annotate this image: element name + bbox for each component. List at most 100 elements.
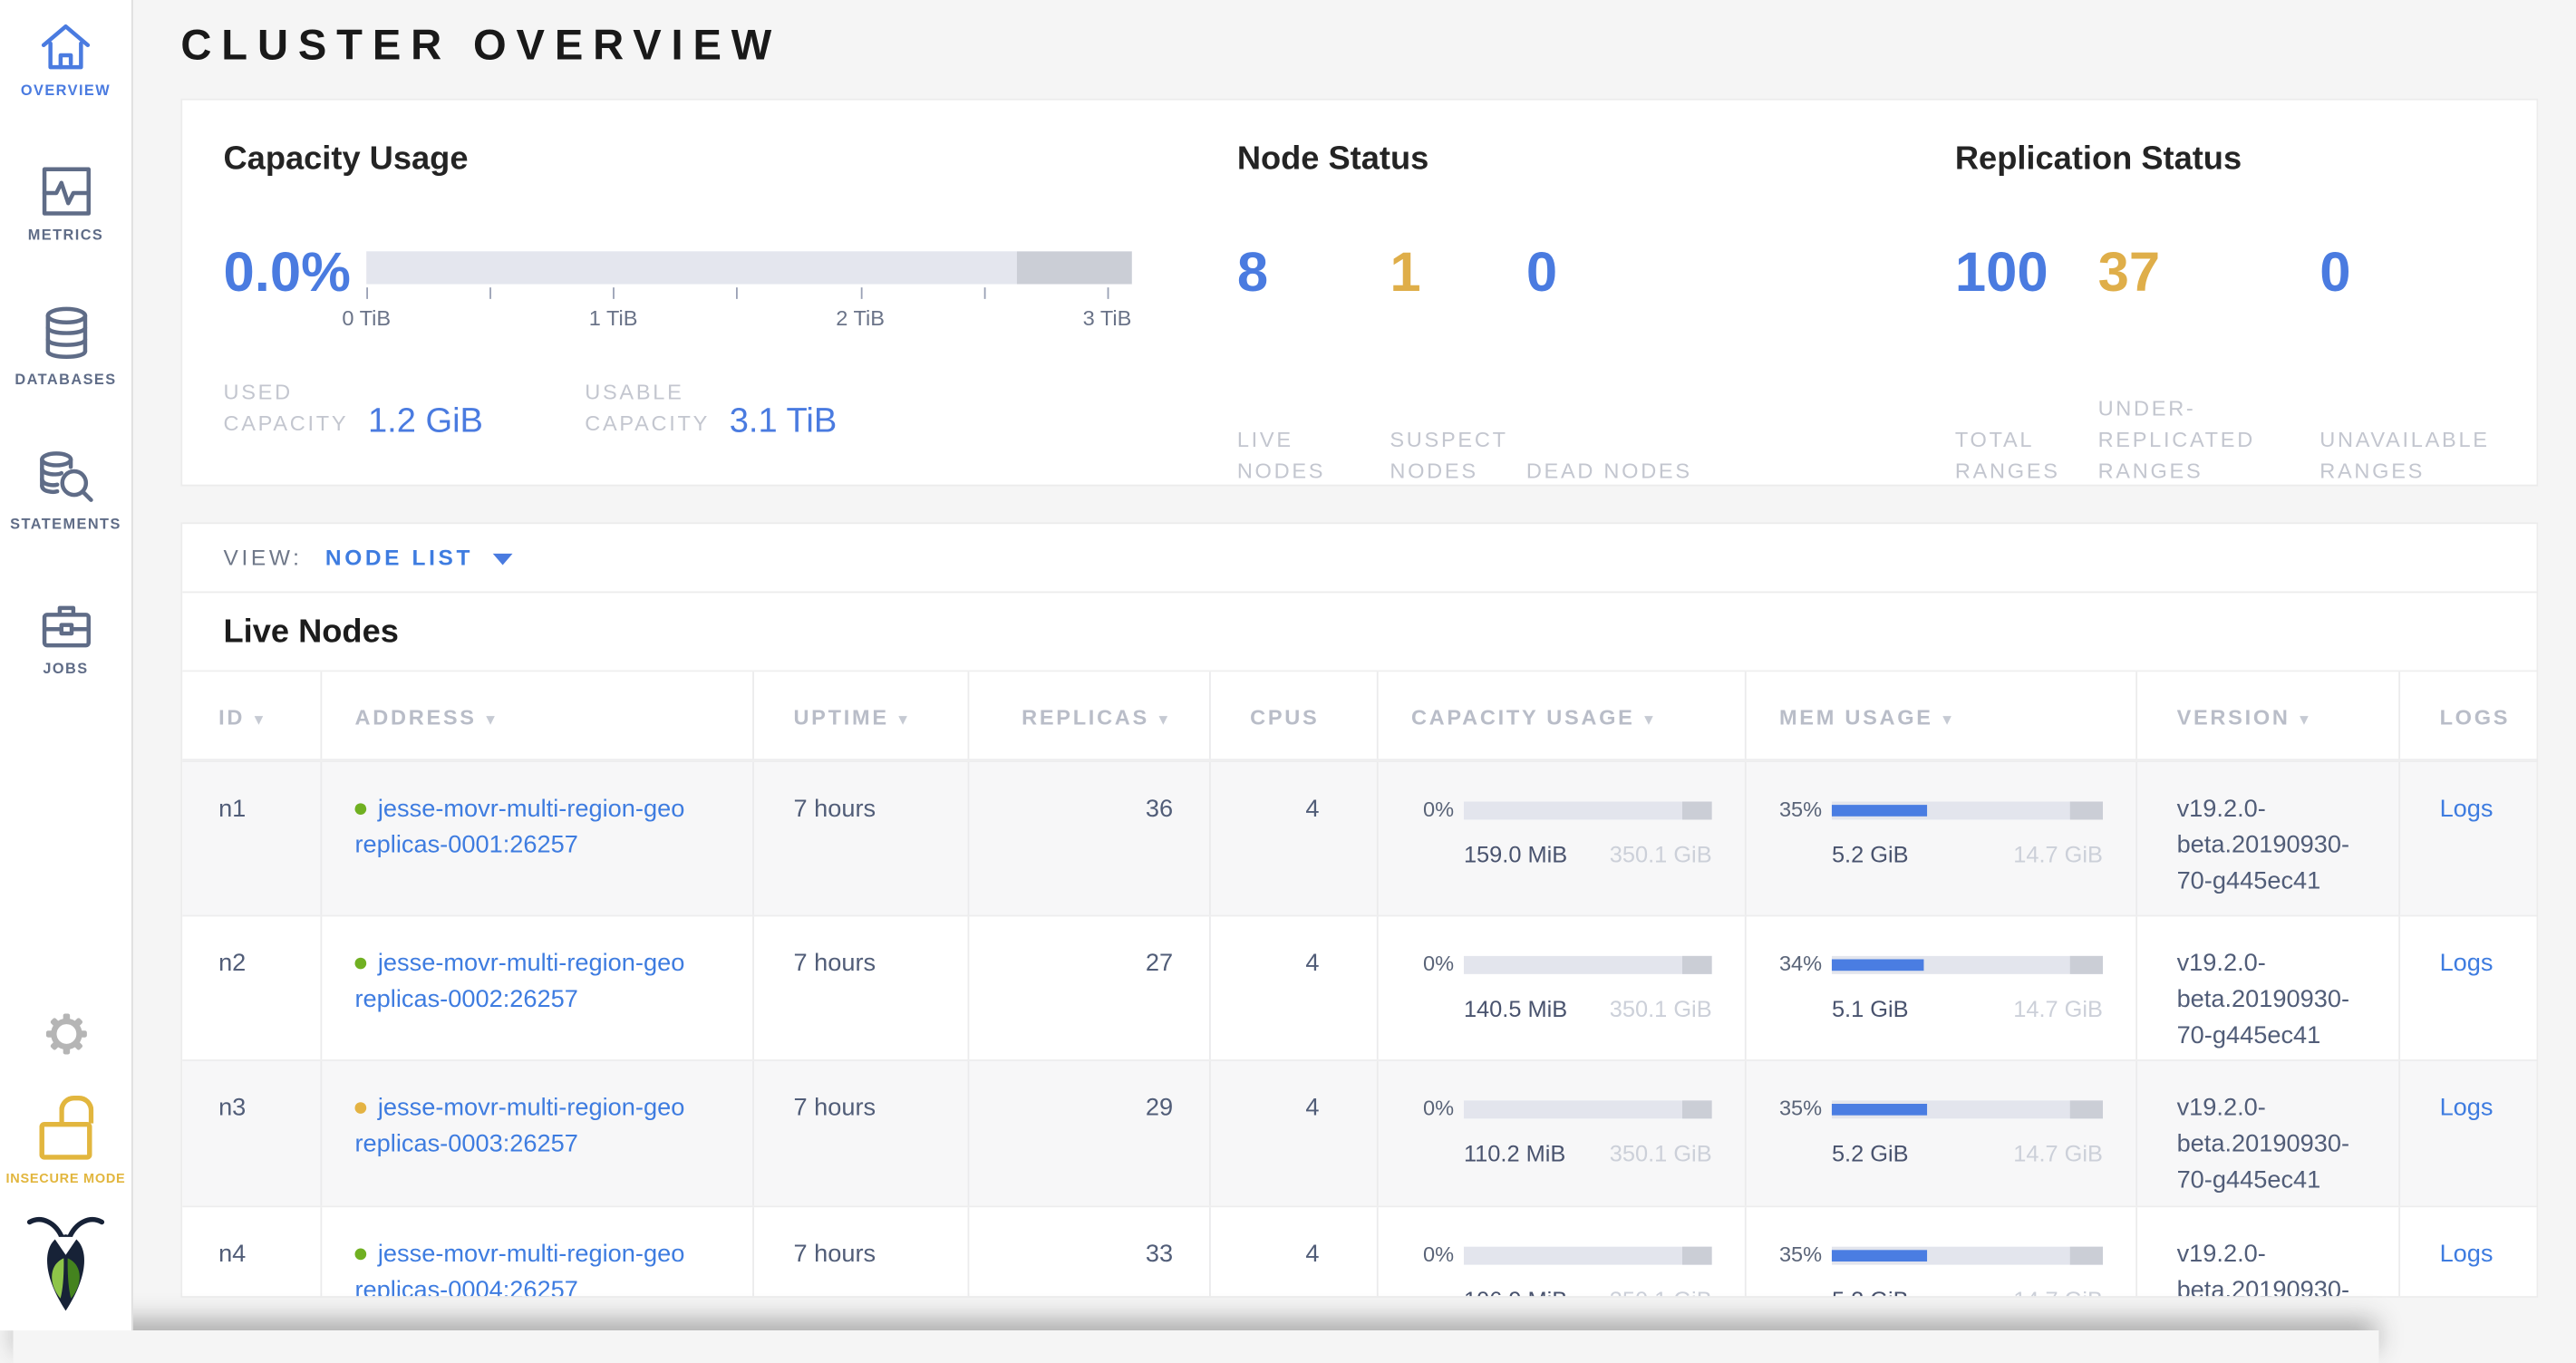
unavailable-ranges-label: UNAVAILABLE RANGES [2319,427,2490,483]
logs-link[interactable]: Logs [2439,1094,2494,1122]
usable-capacity-value: 3.1 TiB [729,402,838,440]
node-uptime-cell: 7 hours [754,762,970,915]
node-uptime-cell: 7 hours [754,1060,970,1206]
node-address-link[interactable]: jesse-movr-multi-region-geo replicas-0003… [354,1094,685,1158]
logs-link[interactable]: Logs [2439,795,2494,824]
section-title: Node Status [1236,140,1429,178]
capacity-used-value: 159.0 MiB [1463,841,1568,867]
column-header-address[interactable]: ADDRESS ▼ [322,672,754,759]
table-header-row: ID ▼ ADDRESS ▼ UPTIME ▼ REPLICAS ▼ CPUS CAPA… [182,670,2537,761]
node-memory-cell: 35% 5.2 GiB 14.7 GiB [1747,1207,2138,1297]
capacity-total-value: 350.1 GiB [1610,1281,1712,1296]
sidebar-item-databases[interactable]: DATABASES [0,303,131,388]
node-cpus-cell: 4 [1211,1060,1379,1206]
sidebar-item-label: METRICS [27,227,104,244]
sidebar-item-label: STATEMENTS [10,516,121,533]
sidebar-item-overview[interactable]: OVERVIEW [0,14,131,99]
dead-nodes-count: 0 [1525,241,1558,304]
node-status-section: Node Status 8 1 0 LIVE NODES SUSPECT NOD… [1236,140,1927,483]
node-address-cell: jesse-movr-multi-region-geo replicas-0004… [322,1207,754,1298]
column-header-replicas[interactable]: REPLICAS ▼ [969,672,1211,759]
logs-link[interactable]: Logs [2439,949,2494,978]
column-header-cpus[interactable]: CPUS [1211,672,1379,759]
view-selector[interactable]: VIEW: NODE LIST [182,524,2536,591]
statements-icon [0,447,131,506]
capacity-total-value: 350.1 GiB [1609,995,1712,1022]
node-replicas-cell: 33 [969,1207,1211,1297]
node-logs-cell: Logs [2400,916,2536,1059]
logs-link[interactable]: Logs [2439,1240,2494,1269]
main-content: CLUSTER OVERVIEW Capacity Usage 0.0% [131,0,2576,1330]
suspect-nodes-label: SUSPECT NODES [1390,427,1508,483]
sort-desc-icon: ▼ [1156,710,1174,728]
node-list-card: VIEW: NODE LIST Live Nodes ID ▼ ADDRESS ▼ … [180,522,2539,1298]
node-memory-cell: 35% 5.2 GiB 14.7 GiB [1747,762,2138,915]
memory-total-value: 14.7 GiB [2013,995,2103,1022]
capacity-used-value: 106.9 MiB [1464,1281,1567,1296]
mem-usage-bar [1831,800,2103,819]
node-memory-cell: 35% 5.2 GiB 14.7 GiB [1747,1060,2138,1206]
node-id-cell: n2 [182,916,323,1060]
node-capacity-cell: 0% 106.9 MiB 350.1 GiB [1379,1207,1747,1297]
node-replicas-cell: 29 [969,1060,1211,1206]
node-address-link[interactable]: jesse-movr-multi-region-geo replicas-0001… [354,795,685,859]
capacity-usage-bar [1463,1099,1712,1118]
sidebar-item-jobs[interactable]: JOBS [0,592,131,677]
node-uptime-cell: 7 hours [754,1207,970,1297]
column-header-version[interactable]: VERSION ▼ [2137,672,2401,759]
node-address-link[interactable]: jesse-movr-multi-region-geo replicas-0002… [354,949,685,1014]
column-header-id[interactable]: ID ▼ [182,672,323,759]
sidebar-item-label: OVERVIEW [20,82,111,99]
metrics-icon [0,158,131,217]
node-logs-cell: Logs [2400,762,2536,915]
under-replicated-ranges-label: UNDER-REPLICATED RANGES [2097,395,2255,483]
memory-total-value: 14.7 GiB [2013,841,2103,867]
node-address-cell: jesse-movr-multi-region-geo replicas-0003… [322,1060,754,1206]
node-cpus-cell: 4 [1211,762,1379,915]
home-icon [0,14,131,72]
databases-icon [0,303,131,362]
under-replicated-ranges-count: 37 [2097,241,2161,304]
node-status-dot [354,957,367,970]
jobs-icon [0,592,131,651]
memory-used-value: 5.2 GiB [1831,841,1909,867]
column-header-capacity-usage[interactable]: CAPACITY USAGE ▼ [1379,672,1747,759]
memory-percent-label: 35% [1778,1095,1823,1121]
sort-desc-icon: ▼ [251,710,269,728]
node-replicas-cell: 27 [969,916,1211,1060]
sidebar: OVERVIEW METRICS [0,0,133,1331]
capacity-usage-bar [1463,954,1712,973]
insecure-mode-indicator[interactable]: INSECURE MODE [0,1095,131,1186]
capacity-percent: 0.0% [223,241,351,304]
node-address-link[interactable]: jesse-movr-multi-region-geo replicas-0004… [354,1240,685,1298]
node-uptime-cell: 7 hours [754,916,970,1060]
unavailable-ranges-count: 0 [2319,241,2351,304]
sort-desc-icon: ▼ [1939,710,1957,728]
sidebar-item-statements[interactable]: STATEMENTS [0,447,131,532]
column-header-uptime[interactable]: UPTIME ▼ [754,672,970,759]
capacity-usage-bar [1463,1245,1712,1264]
sort-desc-icon: ▼ [483,710,500,728]
capacity-usage-section: Capacity Usage 0.0% 0 TiB 1 Ti [224,141,1168,440]
memory-used-value: 5.2 GiB [1832,1281,1909,1296]
live-nodes-title: Live Nodes [223,614,399,651]
capacity-percent-label: 0% [1422,1095,1455,1121]
insecure-mode-label: INSECURE MODE [5,1171,126,1186]
node-cpus-cell: 4 [1211,916,1379,1060]
tick-label: 1 TiB [588,305,638,331]
memory-total-value: 14.7 GiB [2013,1139,2103,1166]
section-title: Replication Status [1954,140,2242,178]
live-nodes-count: 8 [1236,241,1269,304]
used-capacity-value: 1.2 GiB [368,402,483,440]
column-header-mem-usage[interactable]: MEM USAGE ▼ [1747,672,2138,759]
table-row: n3 jesse-movr-multi-region-geo replicas-0… [182,1059,2537,1206]
total-ranges-label: TOTAL RANGES [1954,427,2060,483]
settings-gear-icon[interactable] [0,1009,131,1059]
capacity-total-value: 350.1 GiB [1609,841,1712,867]
sidebar-item-metrics[interactable]: METRICS [0,158,131,243]
capacity-used-value: 110.2 MiB [1463,1139,1566,1166]
node-id-cell: n4 [182,1207,323,1297]
node-id-cell: n3 [182,1060,323,1206]
view-selected-value[interactable]: NODE LIST [324,545,474,570]
capacity-percent-label: 0% [1422,797,1455,822]
